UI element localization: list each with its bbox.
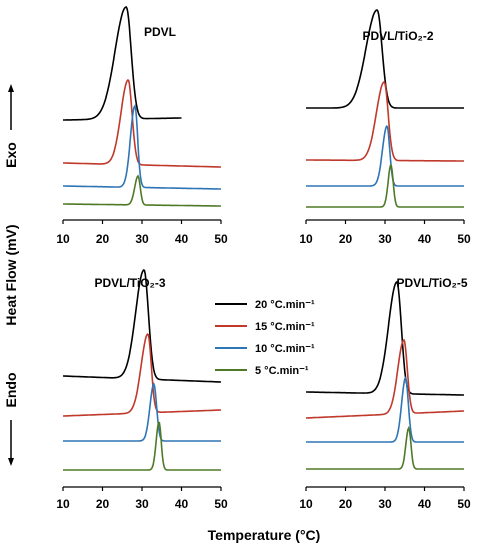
dsc-curve (306, 425, 464, 470)
dsc-curve (63, 382, 221, 442)
dsc-curve (306, 376, 464, 443)
panel-title: PDVL (144, 25, 176, 39)
x-tick-label: 40 (418, 497, 432, 511)
endo-arrow (8, 420, 14, 466)
dsc-curve (63, 421, 221, 471)
x-tick-label: 30 (135, 232, 149, 246)
x-tick-label: 30 (378, 497, 392, 511)
x-tick-label: 40 (175, 232, 189, 246)
dsc-curve (63, 174, 221, 207)
x-tick-label: 10 (299, 232, 313, 246)
x-tick-label: 10 (299, 497, 313, 511)
dsc-curve (63, 269, 221, 383)
dsc-curve (306, 338, 464, 419)
dsc-curve (306, 80, 464, 162)
exo-arrow (8, 84, 14, 130)
dsc-curve (63, 79, 221, 168)
x-tick-label: 50 (214, 232, 228, 246)
legend-label: 15 °C.min⁻¹ (255, 321, 315, 333)
x-tick-label: 50 (457, 232, 471, 246)
x-tick-label: 50 (457, 497, 471, 511)
x-tick-label: 40 (418, 232, 432, 246)
dsc-curve (306, 125, 464, 187)
panel-4: 10 20 30 40 50 PDVL/TiO₂-5 (299, 276, 471, 511)
panel-2: 10 20 30 40 50 PDVL/TiO₂-2 (299, 9, 471, 246)
panel-1: 10 20 30 40 50 PDVL (56, 6, 228, 246)
exo-label: Exo (3, 142, 19, 168)
legend-label: 10 °C.min⁻¹ (255, 343, 315, 355)
legend: 20 °C.min⁻¹ 15 °C.min⁻¹ 10 °C.min⁻¹ 5 °C.mi… (215, 299, 315, 377)
panel-3: 10 20 30 40 50 PDVL/TiO₂-3 (56, 269, 228, 511)
dsc-curve (306, 164, 464, 208)
x-tick-label: 20 (96, 232, 110, 246)
panel-title: PDVL/TiO₂-5 (396, 276, 467, 290)
y-axis-label: Heat Flow (mV) (3, 224, 19, 325)
x-tick-label: 30 (135, 497, 149, 511)
x-tick-label: 50 (214, 497, 228, 511)
panel-title: PDVL/TiO₂-3 (94, 276, 165, 290)
dsc-curve (63, 6, 182, 121)
x-tick-label: 20 (339, 497, 353, 511)
x-tick-label: 10 (56, 232, 70, 246)
x-tick-label: 10 (56, 497, 70, 511)
legend-label: 20 °C.min⁻¹ (255, 299, 315, 311)
x-tick-label: 20 (339, 232, 353, 246)
x-tick-label: 30 (378, 232, 392, 246)
panel-title: PDVL/TiO₂-2 (362, 29, 433, 43)
dsc-curve (63, 103, 221, 190)
dsc-curve (63, 333, 221, 417)
dsc-curve (306, 280, 464, 396)
dsc-curve (306, 9, 464, 109)
x-tick-label: 20 (96, 497, 110, 511)
endo-label: Endo (3, 373, 19, 408)
x-tick-label: 40 (175, 497, 189, 511)
legend-label: 5 °C.min⁻¹ (255, 365, 309, 377)
x-axis-label: Temperature (°C) (208, 527, 321, 543)
